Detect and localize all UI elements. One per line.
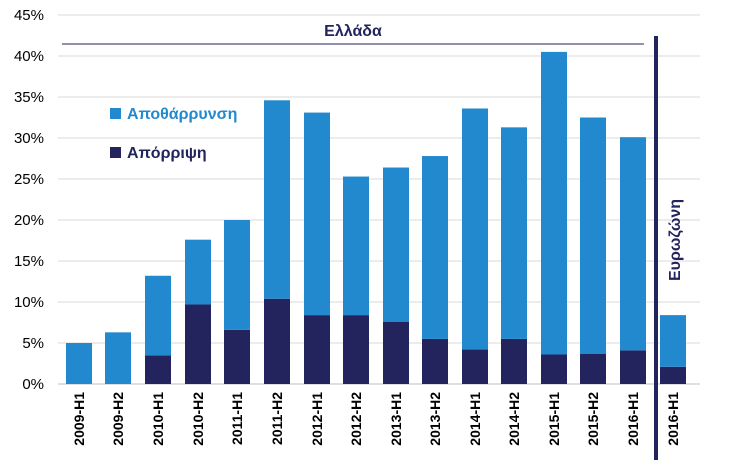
legend: Αποθάρρυνση Απόρριψη <box>110 106 237 162</box>
x-category-label: 2011-H2 <box>269 392 285 445</box>
bar-rejection <box>660 366 686 384</box>
x-category-label: 2009-H1 <box>71 392 87 446</box>
bar-discouragement <box>105 332 131 384</box>
x-category-label: 2015-H2 <box>585 392 601 446</box>
bar-rejection <box>185 304 211 384</box>
y-tick-label: 45% <box>14 7 44 24</box>
bar-rejection <box>422 338 448 384</box>
x-axis-categories: 2009-H1 2009-H2 2010-H1 2010-H2 2011-H1 2011-… <box>71 392 681 446</box>
x-category-label: 2016-H1 <box>625 392 641 446</box>
bar-discouragement <box>304 112 330 316</box>
bar-discouragement <box>580 117 606 354</box>
y-tick-label: 15% <box>14 253 44 270</box>
bar-rejection <box>224 329 250 384</box>
x-category-label: 2013-H1 <box>388 392 404 446</box>
legend-swatch-discouragement <box>110 108 121 119</box>
bar-discouragement <box>383 167 409 322</box>
x-category-label: 2010-H2 <box>190 392 206 446</box>
bar-discouragement <box>541 51 567 355</box>
x-category-label: 2015-H1 <box>546 392 562 446</box>
bar-discouragement <box>620 137 646 351</box>
greece-label: Ελλάδα <box>324 23 382 40</box>
legend-label-rejection: Απόρριψη <box>127 145 207 162</box>
bar-rejection <box>383 321 409 384</box>
bar-rejection <box>541 354 567 384</box>
x-category-label: 2011-H1 <box>229 392 245 445</box>
x-category-label: 2014-H2 <box>506 392 522 446</box>
bar-discouragement <box>422 156 448 339</box>
legend-label-discouragement: Αποθάρρυνση <box>127 106 237 123</box>
bar-discouragement <box>660 315 686 367</box>
eurozone-label: Ευρωζώνη <box>667 199 684 281</box>
y-tick-label: 10% <box>14 294 44 311</box>
y-axis-ticks: 0% 5% 10% 15% 20% 25% 30% 35% 40% 45% <box>14 7 44 393</box>
bar-discouragement <box>501 127 527 339</box>
bar-rejection <box>145 355 171 384</box>
x-category-label: 2010-H1 <box>150 392 166 446</box>
legend-swatch-rejection <box>110 147 121 158</box>
bar-rejection <box>501 338 527 384</box>
bar-discouragement <box>185 239 211 305</box>
y-tick-label: 25% <box>14 171 44 188</box>
x-category-label: 2014-H1 <box>467 392 483 446</box>
y-tick-label: 5% <box>22 335 44 352</box>
x-category-label: 2012-H2 <box>348 392 364 446</box>
x-category-label: 2009-H2 <box>110 392 126 446</box>
bars <box>66 51 686 384</box>
bar-rejection <box>343 315 369 384</box>
y-tick-label: 20% <box>14 212 44 229</box>
bar-rejection <box>264 298 290 384</box>
y-tick-label: 40% <box>14 48 44 65</box>
bar-rejection <box>462 349 488 384</box>
bar-discouragement <box>264 100 290 299</box>
bar-rejection <box>620 350 646 384</box>
y-tick-label: 30% <box>14 130 44 147</box>
bar-rejection <box>580 353 606 384</box>
x-category-label: 2013-H2 <box>427 392 443 446</box>
bar-discouragement <box>145 275 171 356</box>
bar-discouragement <box>224 220 250 330</box>
x-category-label: 2016-H1 <box>665 392 681 446</box>
x-category-label: 2012-H1 <box>309 392 325 446</box>
y-tick-label: 35% <box>14 89 44 106</box>
bar-discouragement <box>462 108 488 350</box>
bar-rejection <box>304 315 330 384</box>
y-tick-label: 0% <box>22 376 44 393</box>
bar-discouragement <box>343 176 369 316</box>
bar-discouragement <box>66 343 92 384</box>
